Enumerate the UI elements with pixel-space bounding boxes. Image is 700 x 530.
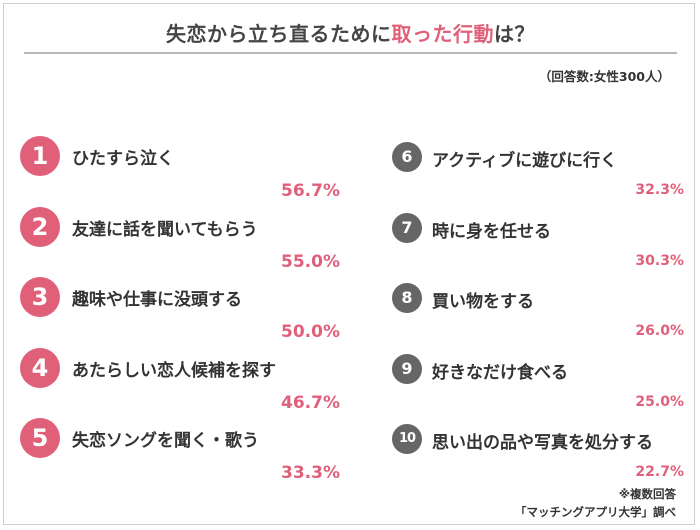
item-percentage: 50.0% — [281, 322, 340, 342]
ranking-item: 3 趣味や仕事に没頭する 50.0% — [20, 277, 340, 343]
ranking-item: 8 買い物をする 26.0% — [392, 283, 684, 349]
item-label: あたらしい恋人候補を探す — [72, 360, 276, 381]
rank-badge: 7 — [392, 212, 422, 243]
item-label: 友達に話を聞いてもらう — [72, 219, 258, 240]
ranking-item: 5 失恋ソングを聞く・歌う 33.3% — [20, 418, 340, 484]
item-label: 思い出の品や写真を処分する — [432, 433, 653, 453]
rank-badge: 8 — [392, 283, 422, 313]
rank-badge: 3 — [20, 277, 60, 317]
title-main: 失恋から立ち直るために — [166, 22, 392, 46]
sample-size-note: （回答数:女性300人） — [538, 69, 670, 84]
title-bar: 失恋から立ち直るために取った行動は？ — [24, 16, 677, 54]
rank-badge: 10 — [392, 424, 422, 454]
infographic-card: 失恋から立ち直るために取った行動は？ （回答数:女性300人） 1 ひたすら泣く 5… — [3, 3, 695, 525]
item-label: 失恋ソングを聞く・歌う — [72, 431, 259, 451]
item-label: 買い物をする — [432, 292, 534, 312]
item-percentage: 55.0% — [281, 251, 340, 272]
multiple-answer-note: ※複数回答 — [618, 487, 676, 501]
ranking-item: 9 好きなだけ食べる 25.0% — [392, 353, 684, 420]
ranking-item: 10 思い出の品や写真を処分する 22.7% — [392, 424, 684, 490]
rank-badge: 4 — [20, 347, 60, 388]
chart-title: 失恋から立ち直るために取った行動は？ — [166, 22, 535, 46]
item-percentage: 32.3% — [635, 182, 684, 198]
rank-badge: 1 — [20, 136, 60, 176]
rank-badge: 6 — [392, 142, 422, 172]
item-percentage: 33.3% — [281, 463, 340, 483]
ranking-item: 2 友達に話を聞いてもらう 55.0% — [20, 206, 340, 273]
title-suffix: は？ — [494, 22, 535, 46]
ranking-item: 7 時に身を任せる 30.3% — [392, 212, 684, 279]
item-percentage: 56.7% — [281, 181, 340, 201]
rank-badge: 2 — [20, 206, 60, 247]
ranking-item: 1 ひたすら泣く 56.7% — [20, 136, 340, 202]
item-percentage: 22.7% — [635, 464, 684, 480]
ranking-item: 4 あたらしい恋人候補を探す 46.7% — [20, 347, 340, 414]
item-percentage: 25.0% — [635, 393, 684, 410]
item-label: 好きなだけ食べる — [432, 362, 568, 383]
source-note: 「マッチングアプリ大学」調べ — [515, 505, 676, 519]
rank-badge: 9 — [392, 353, 422, 384]
item-label: ひたすら泣く — [72, 149, 174, 169]
title-accent: 取った行動 — [391, 22, 494, 46]
rank-badge: 5 — [20, 418, 60, 458]
ranking-item: 6 アクティブに遊びに行く 32.3% — [392, 142, 684, 208]
item-percentage: 26.0% — [635, 323, 684, 339]
item-label: 趣味や仕事に没頭する — [72, 290, 242, 310]
item-percentage: 30.3% — [635, 252, 684, 269]
item-label: アクティブに遊びに行く — [432, 151, 618, 171]
item-percentage: 46.7% — [281, 392, 340, 413]
item-label: 時に身を任せる — [432, 221, 551, 242]
